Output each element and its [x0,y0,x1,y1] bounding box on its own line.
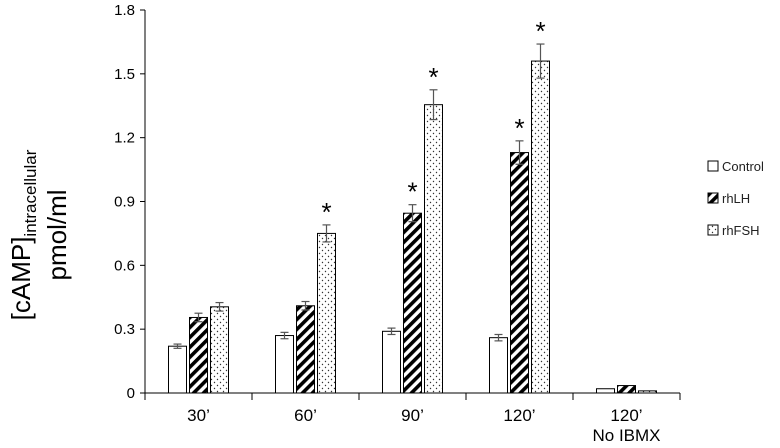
bar [596,388,615,394]
bar [275,335,294,394]
bar [638,390,657,394]
bar [317,232,336,394]
significance-asterisk: * [535,16,545,46]
y-tick-label: 0 [127,385,135,402]
bar [189,316,208,394]
significance-asterisk: * [321,197,331,227]
y-axis-title-subscript: intracellular [21,149,40,236]
y-tick-label: 0.6 [114,257,135,274]
y-tick-label: 0.9 [114,194,135,211]
y-tick-label: 1.8 [114,2,135,19]
bar [168,345,187,394]
legend-label: Control [722,159,764,174]
legend-swatch [707,192,719,204]
y-axis-unit: pmol/ml [42,189,72,280]
bar [403,212,422,394]
legend-label: rhFSH [722,223,760,238]
x-category-label: 90’ [401,406,424,425]
annotations: * * * * * [321,16,545,227]
svg-text:[cAMP]intracellular: [cAMP]intracellular [6,149,40,320]
x-category-sublabel: No IBMX [592,426,660,445]
y-tick-label: 1.2 [114,130,135,147]
bar [531,60,550,394]
bar [617,385,636,394]
bar [489,337,508,394]
x-category-label: 120’ [503,406,535,425]
bar [382,330,401,394]
y-tick-label: 1.5 [114,66,135,83]
bar [296,305,315,394]
legend: Control rhLH rhFSH [707,159,764,238]
x-category-label: 30’ [187,406,210,425]
significance-asterisk: * [407,177,417,207]
legend-swatch [707,160,719,172]
axes: 00.30.60.91.21.51.830’ 60’ 90’ 120’ 120’No I… [114,2,681,445]
bar [510,152,529,394]
bar [210,306,229,394]
y-axis-title: [cAMP]intracellular pmol/ml [6,149,72,320]
significance-asterisk: * [428,62,438,92]
y-tick-label: 0.3 [114,321,135,338]
bars [168,43,657,394]
x-category-label: 60’ [294,406,317,425]
bar [424,104,443,394]
legend-label: rhLH [722,191,750,206]
legend-swatch [707,224,719,236]
x-category-label: 120’ [610,406,642,425]
significance-asterisk: * [514,113,524,143]
y-axis-title-main: [cAMP] [6,237,36,321]
